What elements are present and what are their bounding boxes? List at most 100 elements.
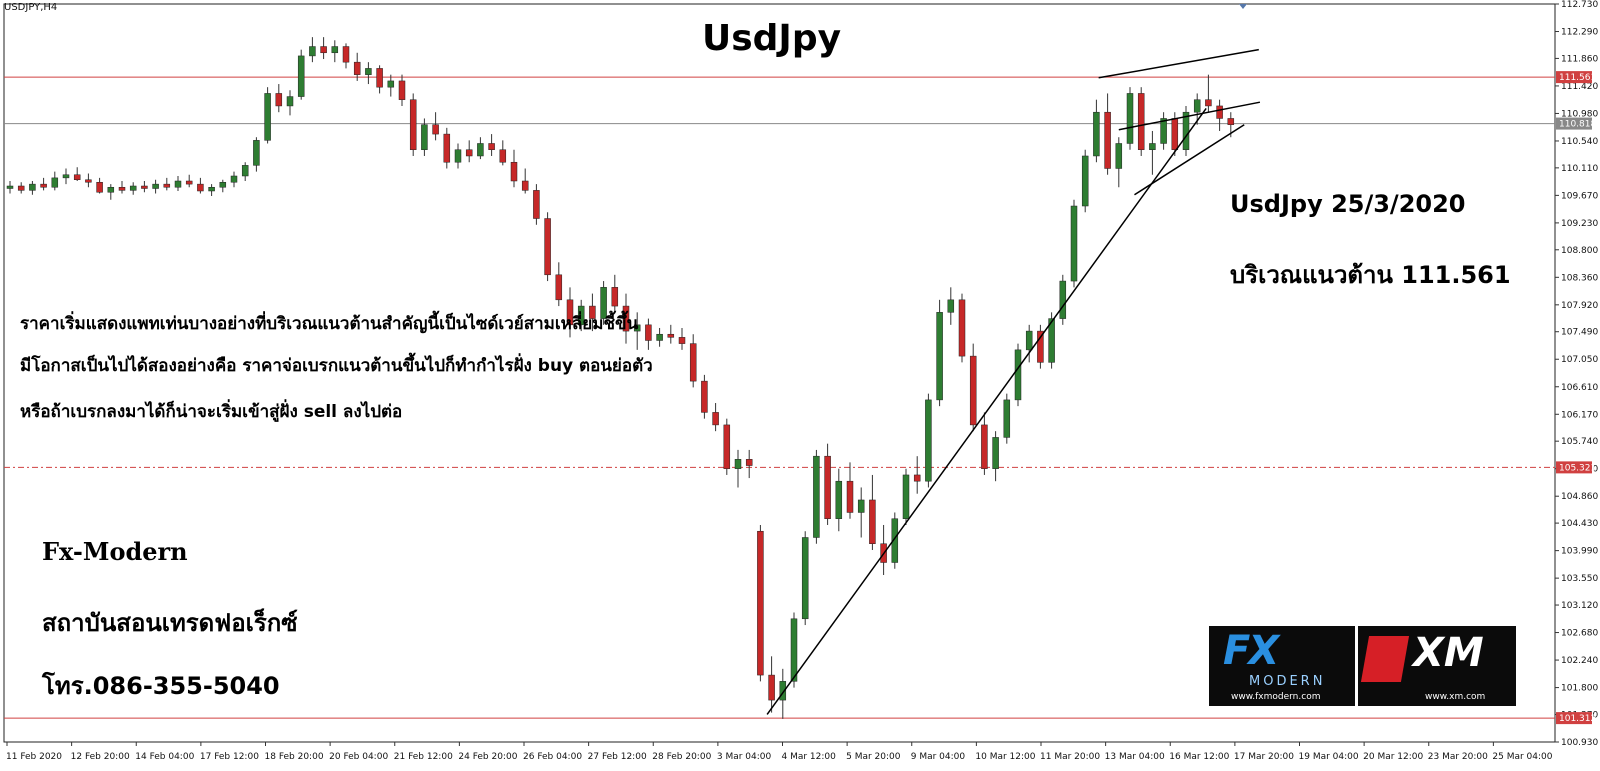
candle (443, 127, 451, 169)
y-tick-label: 103.550 (1561, 574, 1598, 584)
candle (656, 327, 663, 347)
candle-body (1104, 111, 1111, 169)
candle (499, 140, 507, 166)
y-tick-label: 101.800 (1561, 684, 1598, 694)
candle-body (320, 46, 327, 54)
candle-body (745, 459, 753, 466)
fxmodern-logo-subtitle: MODERN (1249, 674, 1326, 689)
candle (488, 134, 495, 156)
candle-body (1037, 330, 1044, 363)
candle-body (1059, 280, 1067, 319)
candle-body (208, 186, 215, 192)
candle-body (365, 68, 372, 75)
candle (757, 524, 764, 682)
candle-body (813, 455, 820, 538)
candle (85, 173, 92, 188)
candle-body (779, 681, 787, 701)
candle (141, 180, 148, 193)
level-price-label: 101.312 (1559, 714, 1596, 724)
candle (264, 87, 271, 144)
candle (353, 52, 361, 81)
level-price-label: 110.818 (1559, 120, 1596, 130)
candle (1014, 343, 1022, 407)
candle (555, 262, 563, 307)
candle-body (947, 299, 955, 313)
trendline-0 (766, 108, 1207, 715)
candle-body (757, 530, 764, 676)
y-tick-label: 109.230 (1561, 219, 1598, 229)
candle (566, 287, 574, 338)
candle-body (533, 190, 540, 219)
candle (376, 65, 383, 94)
candle (409, 93, 417, 156)
candle (1025, 324, 1033, 363)
candle (701, 374, 708, 419)
candle-body (197, 183, 204, 192)
candle (152, 179, 159, 194)
y-tick-label: 111.420 (1561, 82, 1598, 92)
candle (365, 62, 372, 85)
candle-body (29, 183, 36, 191)
x-tick-label: 17 Mar 20:00 (1234, 752, 1294, 762)
candle (678, 327, 686, 350)
candle-body (701, 380, 708, 413)
candle (869, 474, 876, 550)
xm-bull-icon (1360, 636, 1410, 682)
y-tick-label: 104.430 (1561, 519, 1598, 529)
candle (309, 37, 316, 63)
x-tick-label: 3 Mar 04:00 (717, 752, 772, 762)
x-tick-label: 17 Feb 12:00 (200, 752, 259, 762)
x-tick-label: 10 Mar 12:00 (975, 752, 1035, 762)
date-annotation: UsdJpy 25/3/2020 (1230, 190, 1466, 218)
candle (398, 74, 406, 106)
y-tick-label: 102.680 (1561, 629, 1598, 639)
candle-body (286, 96, 294, 107)
y-tick-label: 106.610 (1561, 383, 1598, 393)
candle-body (801, 537, 809, 620)
candle-body (589, 305, 596, 319)
candle-body (163, 183, 171, 188)
candle-body (790, 618, 798, 682)
x-tick-label: 28 Feb 20:00 (652, 752, 711, 762)
candle-body (398, 80, 406, 100)
y-tick-label: 104.860 (1561, 492, 1598, 502)
candle-body (297, 55, 305, 97)
candle (387, 74, 395, 97)
candle-body (152, 183, 159, 189)
level-price-label: 105.321 (1559, 463, 1596, 473)
candle (947, 287, 955, 325)
candle-body (1115, 143, 1123, 169)
brand-name: Fx-Modern (42, 537, 188, 566)
candle (6, 180, 14, 194)
candle-body (1137, 93, 1145, 150)
candle (241, 162, 249, 181)
candle (331, 40, 339, 63)
candle (129, 182, 137, 195)
candle-body (835, 480, 843, 519)
candle-body (230, 175, 238, 183)
candle-body (1025, 330, 1033, 351)
sponsor-logo-banner: FX MODERN www.fxmodern.com XM www.xm.com (1209, 626, 1516, 706)
candle (645, 318, 652, 350)
candle (533, 184, 540, 225)
candle-body (219, 181, 227, 188)
candle-body (1014, 349, 1022, 401)
candle (544, 212, 551, 282)
candle (992, 431, 999, 482)
candle (1193, 93, 1201, 125)
y-tick-label: 110.110 (1561, 164, 1598, 174)
candle-body (768, 674, 775, 701)
candle-body (1070, 205, 1078, 282)
price-axis: 112.730 112.290 111.860 111.420 110.980 110.5… (1555, 0, 1598, 748)
candle-body (141, 185, 148, 189)
candle (51, 171, 59, 191)
x-tick-label: 12 Feb 20:00 (71, 752, 130, 762)
analysis-text-line-1: ราคาเริ่มแสดงแพทเท่นบางอย่างที่บริเวณแนว… (20, 314, 639, 334)
level-price-tag (1556, 71, 1592, 84)
fxmodern-url: www.fxmodern.com (1231, 692, 1321, 702)
candle-body (62, 174, 70, 179)
candle-body (73, 174, 81, 180)
y-tick-label: 107.050 (1561, 355, 1598, 365)
candle-body (678, 337, 686, 344)
candle (745, 449, 753, 479)
